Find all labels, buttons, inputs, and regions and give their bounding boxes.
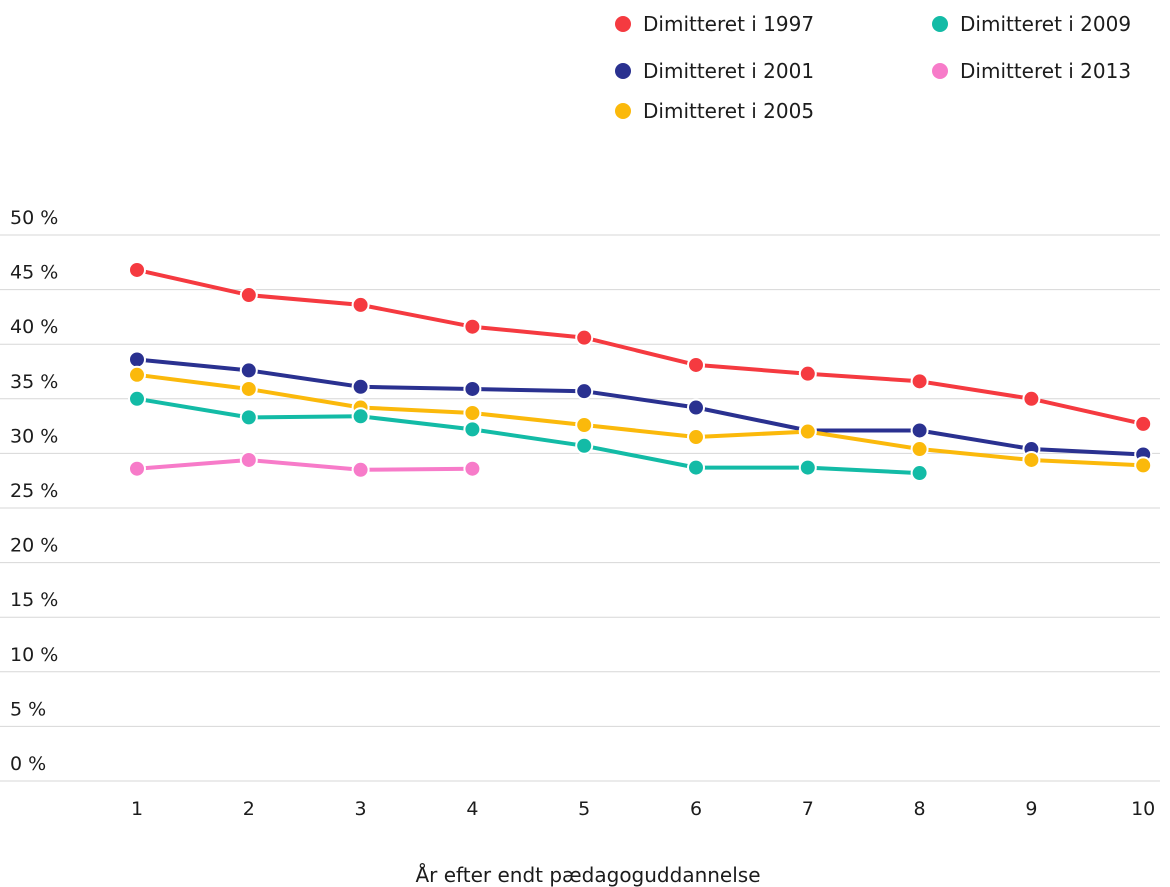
data-point [687,355,705,374]
data-point [351,295,370,314]
legend-label: Dimitteret i 2009 [960,12,1131,36]
data-point [463,403,482,422]
data-point [1134,414,1153,433]
legend-label: Dimitteret i 2013 [960,59,1131,83]
legend-label: Dimitteret i 2001 [643,59,814,83]
legend: Dimitteret i 1997 Dimitteret i 2001 Dimitt… [615,12,1131,123]
data-point [239,408,258,427]
data-point [687,428,705,447]
data-point [910,421,929,440]
data-point [239,361,258,380]
data-point [575,436,594,455]
y-tick-label: 30 % [10,425,58,447]
x-tick-label: 4 [466,798,478,820]
series-line-3 [135,396,922,476]
data-point [910,440,929,459]
y-tick-label: 15 % [10,589,58,611]
data-point [239,450,258,469]
x-axis-title: År efter endt pædagoguddannelse [415,863,760,887]
data-point [351,407,370,426]
y-tick-label: 35 % [10,371,58,393]
data-point [239,286,258,305]
data-point [128,459,146,478]
x-tick-label: 7 [802,798,814,820]
legend-item: Dimitteret i 2001 [615,59,814,83]
y-tick-label: 45 % [10,262,58,284]
data-point [351,460,370,479]
data-point [351,377,370,396]
data-point [1134,456,1153,475]
y-axis-ticks: 0 % 5 % 10 % 15 % 20 % 25 % 30 % 35 % 40 % 45 % 50… [10,207,58,775]
data-point [463,317,482,336]
legend-label: Dimitteret i 2005 [643,99,814,123]
legend-marker [932,16,948,32]
legend-marker [615,63,631,79]
legend-item: Dimitteret i 2005 [615,99,814,123]
x-tick-label: 3 [355,798,367,820]
data-point [798,458,817,477]
series-line-1 [135,357,1146,457]
data-point [128,260,146,279]
data-point [128,350,146,369]
y-tick-label: 0 % [10,753,46,775]
data-point [687,398,705,417]
data-point [463,420,482,439]
x-tick-label: 6 [690,798,702,820]
data-point [910,464,929,483]
series-lines [135,267,1146,476]
data-point [575,328,594,347]
data-point [463,459,482,478]
data-point [463,379,482,398]
data-point [575,416,594,435]
y-tick-label: 20 % [10,535,58,557]
data-point [687,458,705,477]
series-line-0 [135,267,1146,426]
data-point [1022,450,1041,469]
y-tick-label: 10 % [10,644,58,666]
legend-item: Dimitteret i 2013 [932,59,1131,83]
data-point [128,389,146,408]
y-tick-label: 50 % [10,207,58,229]
x-tick-label: 8 [914,798,926,820]
legend-item: Dimitteret i 2009 [932,12,1131,36]
data-point [128,365,146,384]
data-point [239,379,258,398]
data-point [575,382,594,401]
series-line-2 [135,372,1146,468]
legend-label: Dimitteret i 1997 [643,12,814,36]
legend-item: Dimitteret i 1997 [615,12,814,36]
series-points [128,260,1153,483]
x-tick-label: 10 [1131,798,1155,820]
data-point [910,372,929,391]
legend-marker [615,103,631,119]
legend-marker [615,16,631,32]
data-point [1022,389,1041,408]
gridlines [0,234,1160,782]
x-tick-label: 5 [578,798,590,820]
y-tick-label: 25 % [10,480,58,502]
y-tick-label: 5 % [10,698,46,720]
x-tick-label: 9 [1025,798,1037,820]
data-point [798,422,817,441]
x-tick-label: 1 [131,798,143,820]
legend-marker [932,63,948,79]
series-line-4 [135,458,475,472]
x-axis-ticks: 1 2 3 4 5 6 7 8 9 10 [131,798,1155,820]
x-tick-label: 2 [243,798,255,820]
y-tick-label: 40 % [10,316,58,338]
data-point [798,364,817,383]
